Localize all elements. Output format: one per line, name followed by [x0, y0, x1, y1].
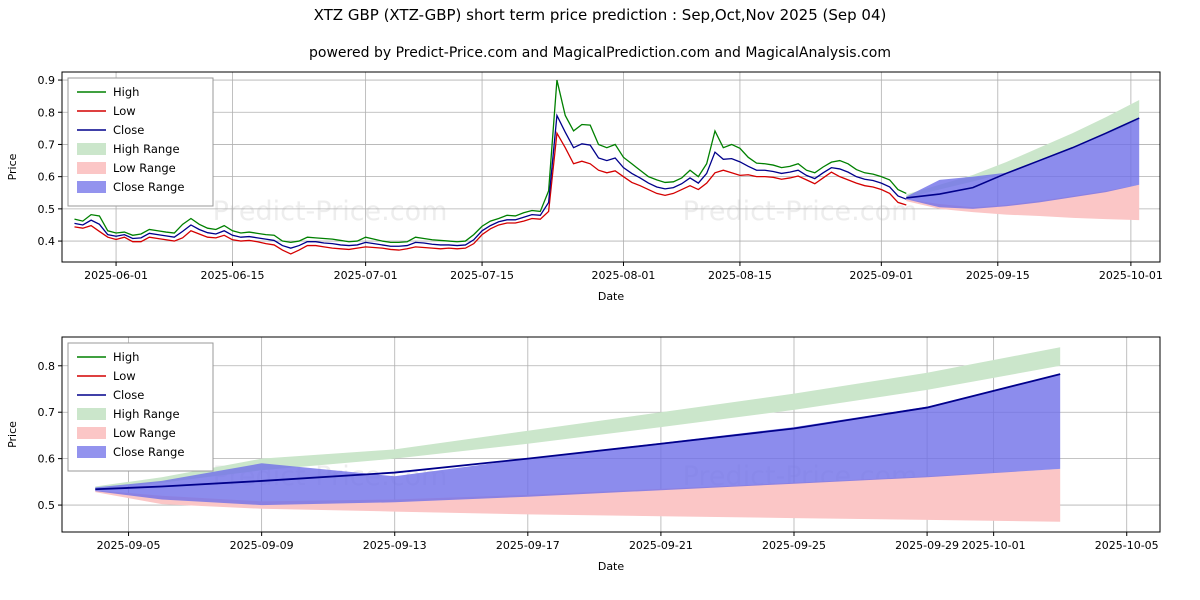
x-tick-label: 2025-09-05: [97, 539, 161, 552]
high-line: [74, 79, 907, 244]
close-line: [95, 373, 1061, 491]
close-forecast-line: [906, 117, 1140, 199]
legend-item-label: Low: [113, 104, 136, 118]
legend-item-label: Close Range: [113, 445, 184, 459]
x-tick-label: 2025-08-01: [592, 269, 656, 282]
close-line: [74, 113, 907, 249]
watermark: Predict-Price.com: [683, 196, 918, 227]
top-chart-svg: Predict-Price.com Predict-Price.com 0.4 0.5…: [6, 71, 1163, 303]
legend-item-label: Close: [113, 123, 144, 137]
y-tick-label: 0.7: [38, 138, 56, 151]
legend-item-label: Low: [113, 369, 136, 383]
y-axis-title: Price: [6, 153, 19, 180]
y-tick-label: 0.5: [38, 203, 56, 216]
legend-item-label: High Range: [113, 142, 180, 156]
bottom-chart-panel: Predict-Price.comPredict-Price.com0.50.6…: [0, 325, 1200, 590]
legend-item-label: Low Range: [113, 426, 176, 440]
low-range-band: [906, 184, 1140, 221]
page-title: XTZ GBP (XTZ-GBP) short term price predi…: [313, 6, 887, 24]
legend-item-label: Low Range: [113, 161, 176, 175]
x-tick-label: 2025-06-15: [201, 269, 265, 282]
x-tick-label: 2025-07-01: [334, 269, 398, 282]
x-tick-label: 2025-06-01: [84, 269, 148, 282]
top-chart-panel: Predict-Price.com Predict-Price.com 0.4 0.5…: [0, 60, 1200, 320]
bottom-chart-svg: Predict-Price.comPredict-Price.com0.50.6…: [6, 336, 1161, 573]
legend-item-label: High: [113, 350, 139, 364]
close-range-band: [906, 118, 1140, 209]
watermark: Predict-Price.com: [213, 196, 448, 227]
legend-item-label: Close Range: [113, 180, 184, 194]
y-tick-label: 0.7: [38, 406, 56, 419]
x-tick-label: 2025-09-17: [496, 539, 560, 552]
x-tick-label: 2025-09-01: [849, 269, 913, 282]
legend-item-label: High Range: [113, 407, 180, 421]
legend: High Low Close High Range Low Range Close Ran…: [67, 77, 214, 207]
y-tick-label: 0.9: [38, 74, 56, 87]
x-tick-label: 2025-10-05: [1095, 539, 1159, 552]
page-subtitle: powered by Predict-Price.com and Magical…: [309, 45, 891, 61]
high-range-band: [95, 347, 1061, 490]
y-tick-label: 0.4: [38, 235, 56, 248]
x-tick-label: 2025-08-15: [708, 269, 772, 282]
y-tick-label: 0.6: [38, 453, 56, 466]
legend: High Low Close High Range Low Range Close Ran…: [67, 342, 214, 472]
x-tick-label: 2025-10-01: [962, 539, 1026, 552]
x-tick-label: 2025-09-15: [966, 269, 1030, 282]
x-tick-label: 2025-09-21: [629, 539, 693, 552]
x-tick-label: 2025-09-09: [230, 539, 294, 552]
y-tick-label: 0.8: [38, 106, 56, 119]
legend-item-label: High: [113, 85, 139, 99]
x-tick-label: 2025-09-29: [895, 539, 959, 552]
x-axis-title: Date: [598, 560, 625, 573]
x-axis-title: Date: [598, 290, 625, 303]
x-tick-label: 2025-07-15: [450, 269, 514, 282]
y-tick-label: 0.5: [38, 499, 56, 512]
y-tick-label: 0.8: [38, 360, 56, 373]
x-tick-label: 2025-10-01: [1099, 269, 1163, 282]
x-tick-label: 2025-09-13: [363, 539, 427, 552]
low-line: [74, 131, 907, 255]
legend-item-label: Close: [113, 388, 144, 402]
y-tick-label: 0.6: [38, 171, 56, 184]
close-range-band: [95, 374, 1061, 506]
y-axis-title: Price: [6, 421, 19, 448]
x-tick-label: 2025-09-25: [762, 539, 826, 552]
